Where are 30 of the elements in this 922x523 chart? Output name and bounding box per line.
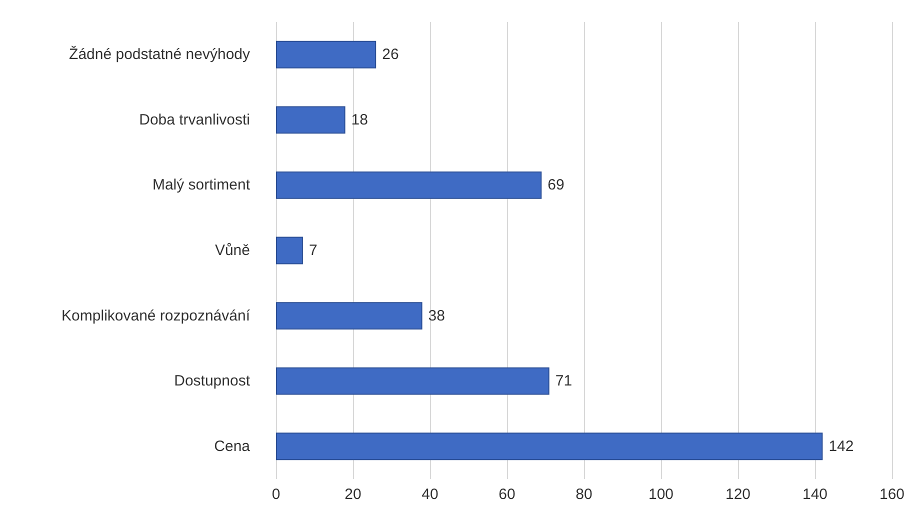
bar (276, 172, 542, 199)
x-tick-label: 20 (344, 486, 362, 503)
bar (276, 236, 303, 264)
data-label: 7 (308, 242, 318, 259)
x-tick-label: 140 (802, 486, 828, 503)
x-tick-label: 80 (576, 486, 592, 503)
y-tick-label: Doba trvanlivosti (139, 111, 250, 128)
bar (276, 302, 422, 330)
data-label: 38 (428, 307, 445, 324)
data-label: 18 (351, 111, 368, 128)
y-tick-label: Vůně (214, 242, 250, 259)
bar (276, 367, 550, 395)
bar (276, 40, 376, 68)
x-tick-label: 40 (422, 486, 438, 503)
bar (276, 106, 346, 134)
y-tick-label: Cena (214, 438, 251, 455)
x-tick-label: 160 (879, 486, 905, 503)
data-label: 26 (382, 46, 399, 64)
y-tick-label: Dostupnost (174, 372, 251, 390)
data-label: 71 (555, 372, 572, 390)
y-tick-label: Malý sortiment (152, 176, 251, 194)
y-tick-label: Žádné podstatné nevýhody (69, 45, 250, 64)
x-tick-label: 100 (648, 486, 674, 503)
data-label: 142 (828, 438, 854, 455)
x-tick-label: 60 (498, 486, 516, 503)
bar (276, 432, 823, 460)
data-label: 69 (548, 176, 564, 194)
x-tick-label: 120 (725, 486, 751, 503)
y-tick-label: Komplikované rozpoznávání (62, 307, 251, 324)
x-tick-label: 0 (272, 486, 280, 503)
